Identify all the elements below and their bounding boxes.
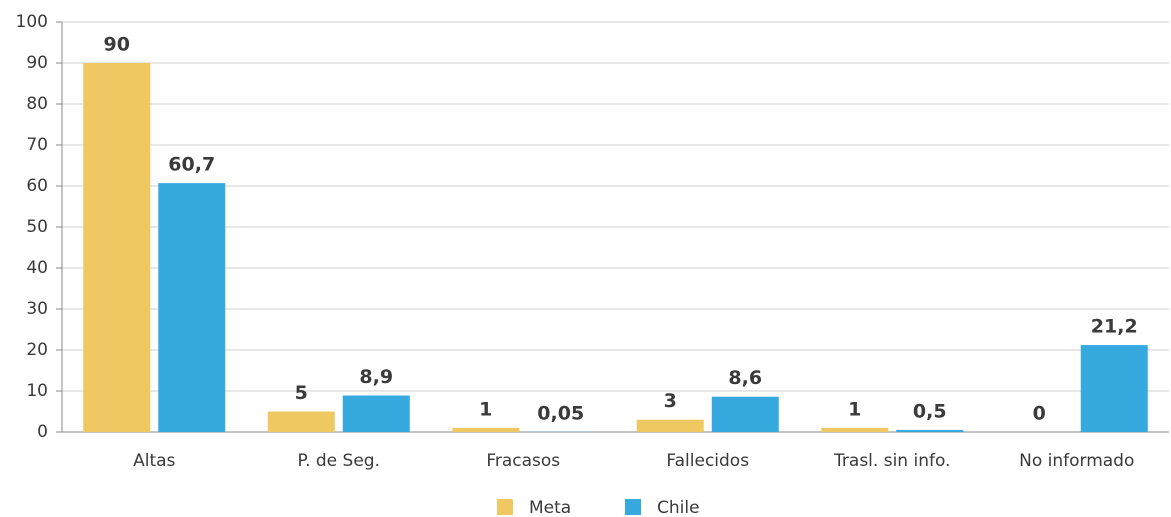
value-label: 3 xyxy=(664,390,677,412)
y-tick-label: 10 xyxy=(26,381,48,401)
y-tick-label: 70 xyxy=(26,135,48,155)
legend-swatch xyxy=(625,499,641,515)
x-tick-label: P. de Seg. xyxy=(297,451,380,471)
value-label: 60,7 xyxy=(168,154,215,176)
y-tick-label: 20 xyxy=(26,340,48,360)
value-label: 1 xyxy=(848,398,861,420)
bar xyxy=(711,396,779,432)
y-tick-label: 50 xyxy=(26,217,48,237)
value-label: 90 xyxy=(104,34,130,56)
y-tick-label: 80 xyxy=(26,94,48,114)
y-tick-label: 0 xyxy=(37,422,48,442)
bar xyxy=(158,183,226,432)
bar xyxy=(1080,345,1148,432)
legend-swatch xyxy=(497,499,513,515)
value-label: 5 xyxy=(295,382,308,404)
bar xyxy=(83,63,151,432)
x-tick-label: Trasl. sin info. xyxy=(833,451,950,471)
value-label: 0,05 xyxy=(537,402,584,424)
x-tick-label: Fracasos xyxy=(486,451,560,471)
y-tick-label: 100 xyxy=(16,12,48,32)
value-label: 8,9 xyxy=(359,366,393,388)
y-tick-label: 90 xyxy=(26,53,48,73)
bar xyxy=(636,419,704,432)
y-tick-label: 40 xyxy=(26,258,48,278)
legend-label: Meta xyxy=(529,498,571,517)
bar xyxy=(821,427,889,432)
legend-label: Chile xyxy=(657,498,700,517)
bar xyxy=(452,427,520,432)
y-tick-label: 30 xyxy=(26,299,48,319)
value-label: 0,5 xyxy=(913,400,947,422)
value-label: 1 xyxy=(479,398,492,420)
x-tick-label: Fallecidos xyxy=(666,451,749,471)
bar xyxy=(896,429,964,432)
y-tick-label: 60 xyxy=(26,176,48,196)
x-tick-label: No informado xyxy=(1019,451,1134,471)
value-label: 8,6 xyxy=(728,367,762,389)
bar xyxy=(267,411,335,432)
value-label: 0 xyxy=(1033,403,1046,425)
value-label: 21,2 xyxy=(1091,316,1138,338)
x-tick-label: Altas xyxy=(133,451,175,471)
bar xyxy=(342,395,410,432)
